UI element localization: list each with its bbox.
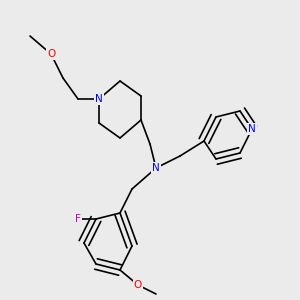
Text: O: O: [47, 49, 55, 59]
Text: F: F: [75, 214, 81, 224]
Text: N: N: [152, 163, 160, 173]
Text: O: O: [134, 280, 142, 290]
Text: N: N: [248, 124, 256, 134]
Text: N: N: [95, 94, 103, 104]
